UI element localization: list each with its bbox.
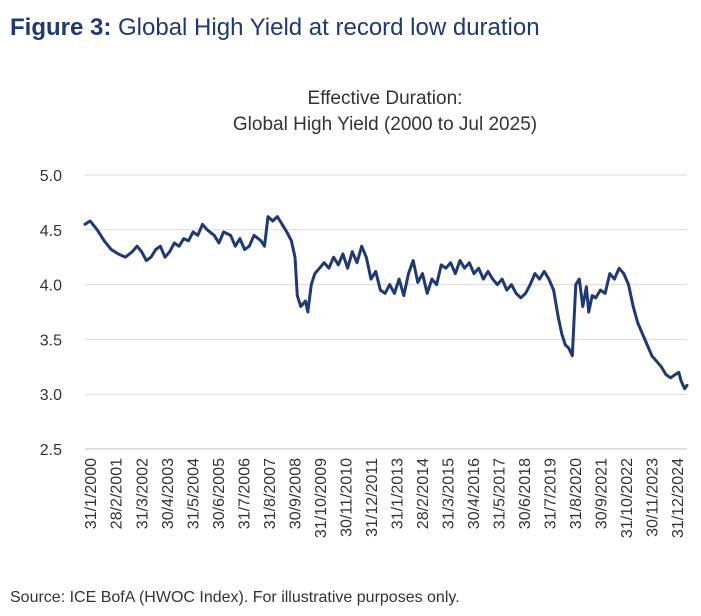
x-tick-label-9: 31/10/2009 bbox=[313, 458, 330, 538]
x-tick-label-2: 31/3/2002 bbox=[134, 458, 151, 529]
y-tick-label-4: 4.5 bbox=[40, 223, 62, 240]
chart-title-line-2: Global High Yield (2000 to Jul 2025) bbox=[232, 114, 538, 135]
x-tick-label-10: 30/11/2010 bbox=[338, 458, 355, 537]
y-tick-label-2: 3.5 bbox=[40, 332, 62, 349]
x-tick-label-14: 31/3/2015 bbox=[441, 458, 458, 529]
figure-number: Figure 3: bbox=[10, 14, 112, 41]
x-tick-label-12: 31/1/2013 bbox=[389, 458, 406, 529]
x-tick-label-8: 30/9/2008 bbox=[287, 458, 304, 529]
x-tick-label-21: 31/10/2022 bbox=[619, 458, 636, 538]
x-tick-label-7: 31/8/2007 bbox=[262, 458, 279, 529]
series-line-0 bbox=[83, 215, 689, 391]
x-tick-label-3: 30/4/2003 bbox=[160, 458, 177, 529]
x-tick-label-16: 31/5/2017 bbox=[492, 458, 509, 529]
y-tick-label-0: 2.5 bbox=[40, 442, 62, 459]
chart-title: Effective Duration: Global High Yield (2… bbox=[85, 86, 685, 138]
y-tick-label-3: 4.0 bbox=[40, 278, 62, 295]
x-tick-label-23: 31/12/2024 bbox=[670, 458, 687, 538]
x-tick-label-13: 28/2/2014 bbox=[415, 458, 432, 529]
figure-title: Figure 3: Global High Yield at record lo… bbox=[10, 14, 540, 42]
x-tick-label-19: 31/8/2020 bbox=[568, 458, 585, 529]
figure-title-text: Global High Yield at record low duration bbox=[118, 14, 540, 41]
x-tick-label-11: 31/12/2011 bbox=[364, 458, 381, 537]
x-tick-label-18: 31/7/2019 bbox=[543, 458, 560, 529]
x-tick-label-6: 31/7/2006 bbox=[236, 458, 253, 529]
x-tick-label-0: 31/1/2000 bbox=[83, 458, 100, 529]
x-tick-label-15: 30/4/2016 bbox=[466, 458, 483, 529]
x-tick-label-20: 30/9/2021 bbox=[594, 458, 611, 529]
y-tick-label-1: 3.0 bbox=[40, 387, 62, 404]
x-tick-label-5: 30/6/2005 bbox=[211, 458, 228, 529]
source-note: Source: ICE BofA (HWOC Index). For illus… bbox=[10, 589, 460, 606]
x-tick-label-22: 30/11/2023 bbox=[645, 458, 662, 537]
y-tick-label-5: 5.0 bbox=[40, 168, 62, 185]
chart-title-line-1: Effective Duration: bbox=[307, 88, 463, 109]
x-tick-label-4: 31/5/2004 bbox=[185, 458, 202, 529]
x-tick-label-1: 28/2/2001 bbox=[109, 458, 126, 529]
x-tick-label-17: 30/6/2018 bbox=[517, 458, 534, 529]
